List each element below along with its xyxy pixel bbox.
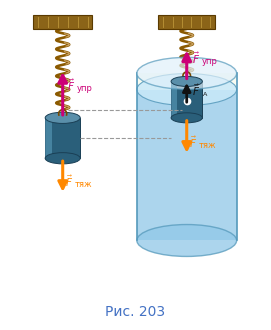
FancyBboxPatch shape [45,118,80,158]
FancyBboxPatch shape [45,118,52,158]
Text: $\vec{F}$: $\vec{F}$ [67,78,75,93]
Text: $\vec{F}$: $\vec{F}$ [192,51,200,66]
Ellipse shape [137,74,237,106]
Text: тяж: тяж [199,141,217,150]
FancyBboxPatch shape [137,73,237,89]
Text: $\vec{F}$: $\vec{F}$ [65,174,73,189]
Text: Рис. 203: Рис. 203 [105,305,166,319]
Text: упр: упр [202,57,218,66]
Text: $\vec{F}$: $\vec{F}$ [189,134,197,150]
Text: упр: упр [77,84,93,93]
FancyBboxPatch shape [171,82,177,118]
FancyBboxPatch shape [137,89,237,241]
Ellipse shape [45,112,80,123]
Ellipse shape [137,57,237,89]
Ellipse shape [171,113,202,123]
Ellipse shape [137,224,237,256]
Text: $\vec{F}$: $\vec{F}$ [192,82,200,98]
FancyBboxPatch shape [159,16,215,29]
FancyBboxPatch shape [33,16,92,29]
Text: $_{\rm А}$: $_{\rm А}$ [202,90,209,99]
FancyBboxPatch shape [171,82,202,118]
Ellipse shape [45,153,80,164]
Ellipse shape [171,77,202,86]
Text: тяж: тяж [75,180,93,189]
